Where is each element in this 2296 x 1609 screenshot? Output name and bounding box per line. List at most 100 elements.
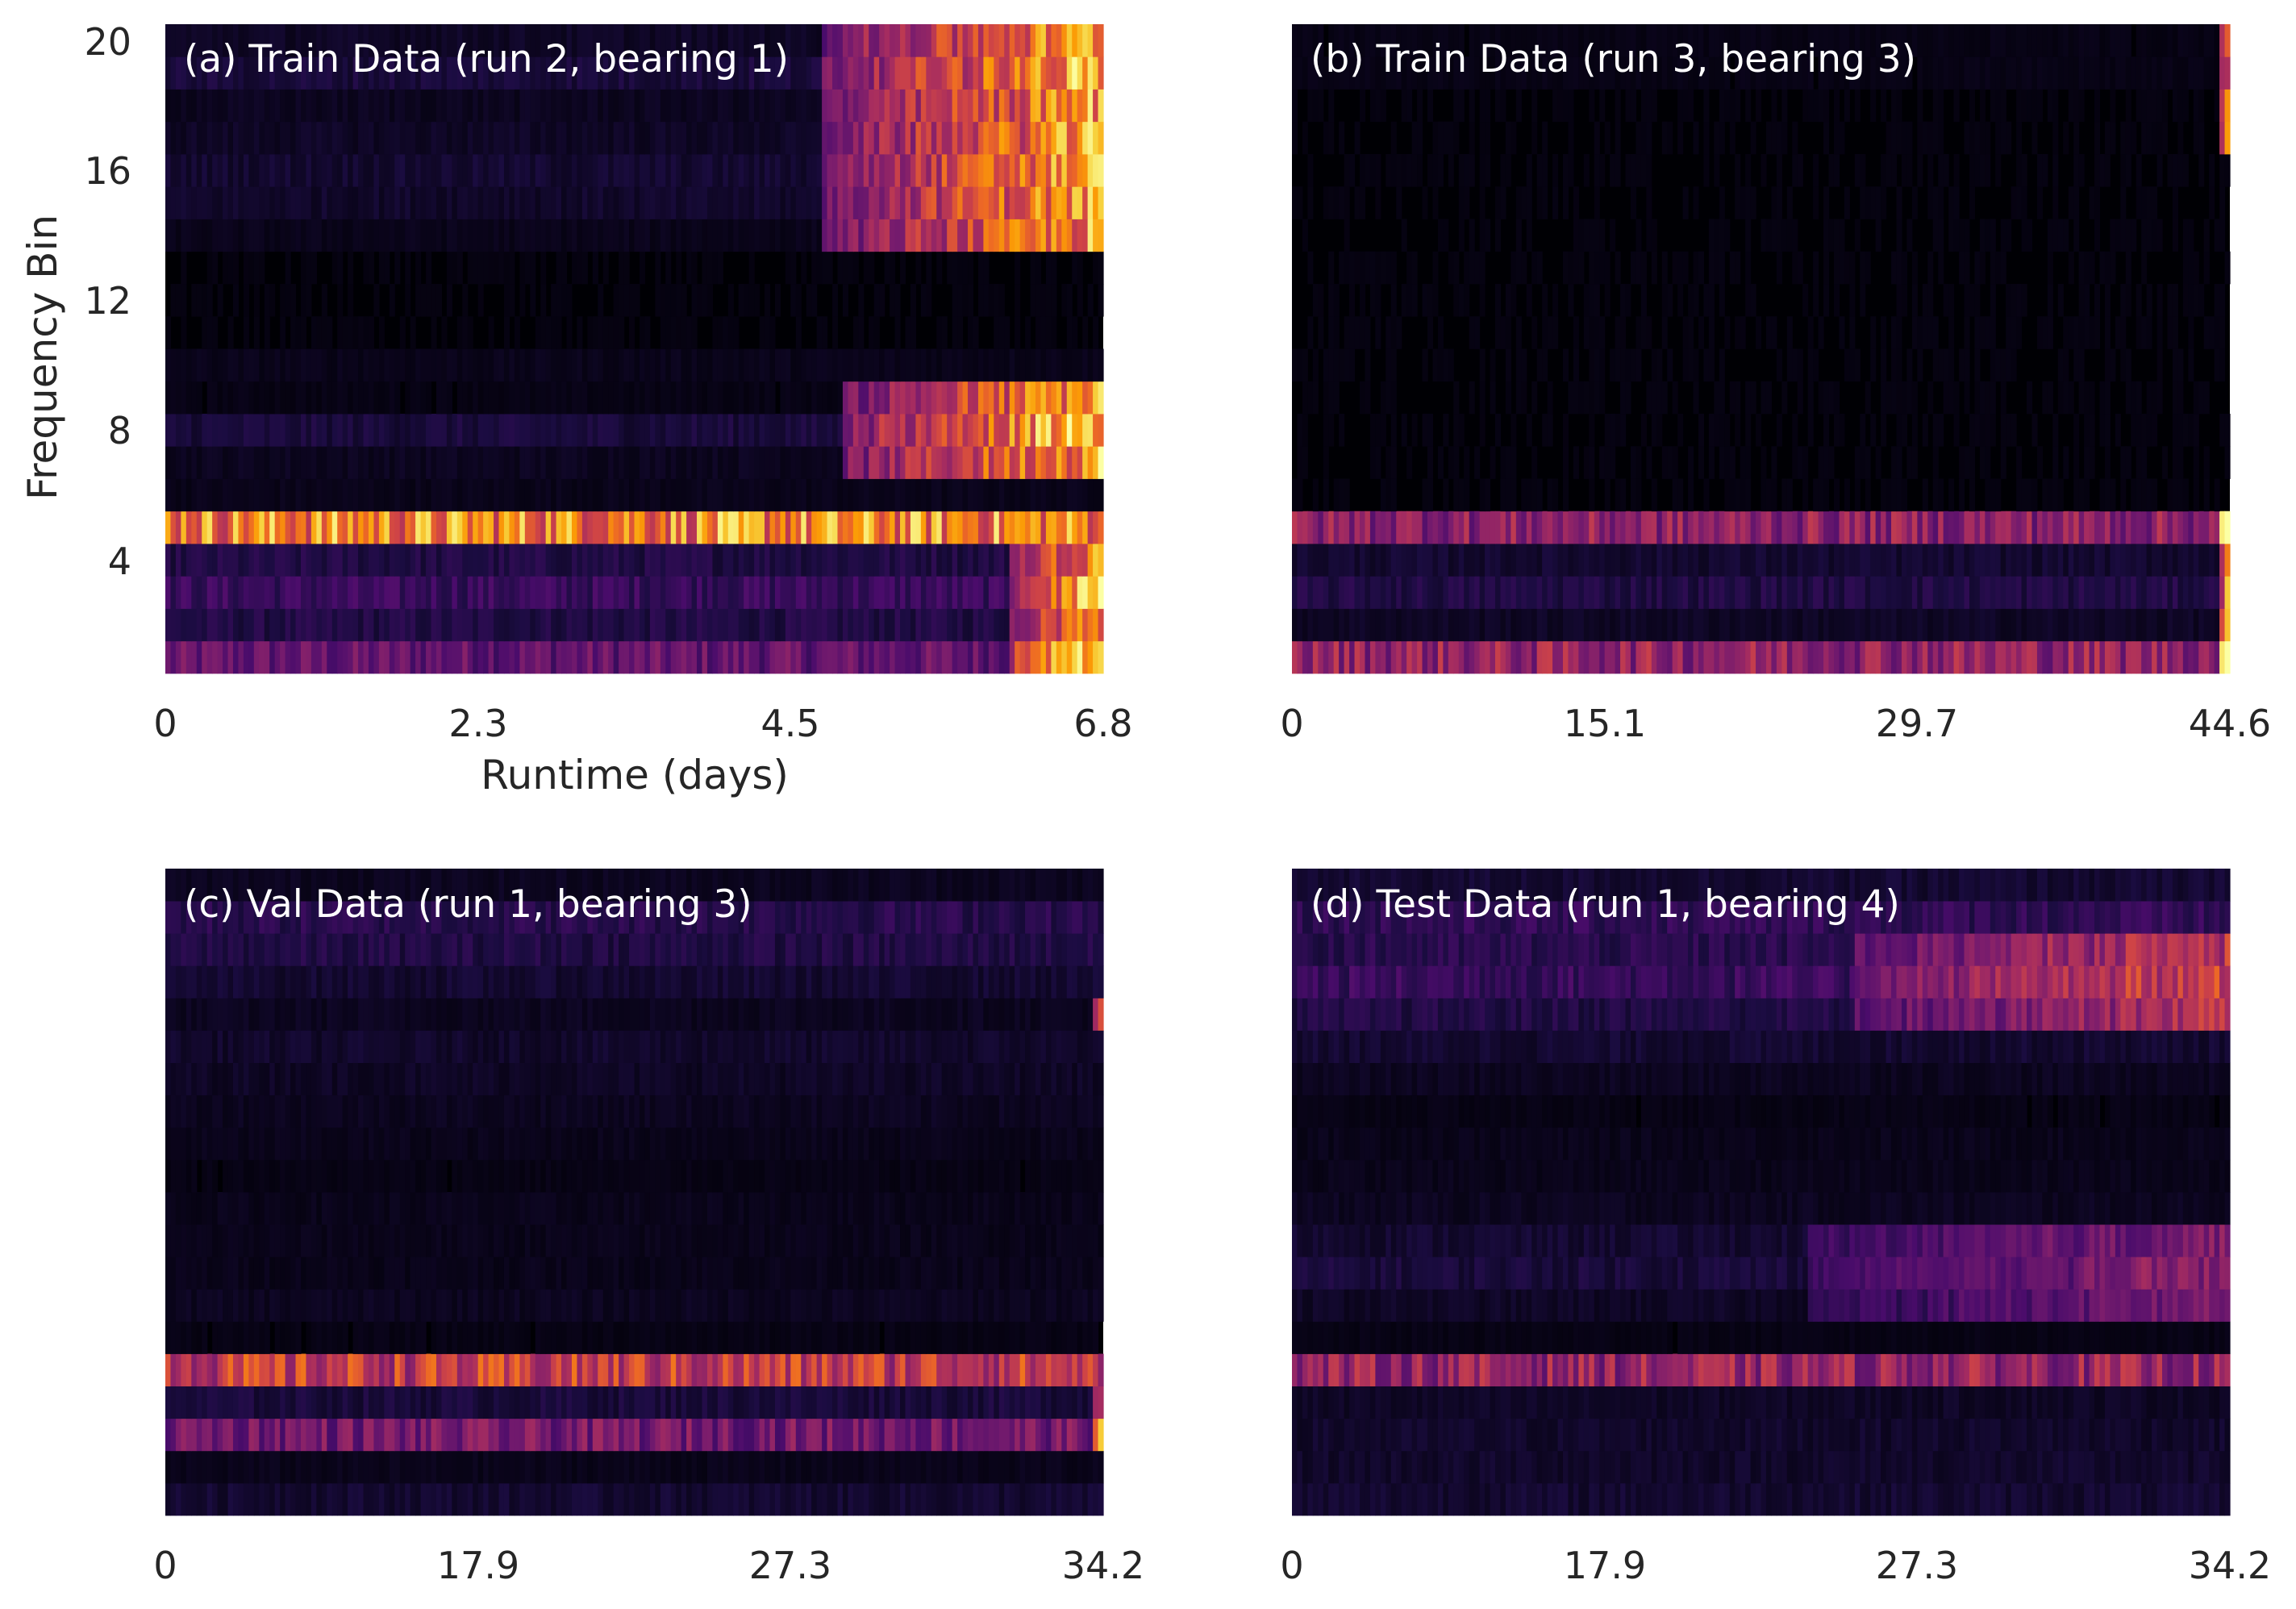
heatmap-cell [1604, 446, 1611, 479]
heatmap-cell [691, 56, 698, 90]
heatmap-cell [175, 121, 181, 155]
heatmap-cell [405, 89, 411, 123]
heatmap-cell [884, 251, 890, 285]
heatmap-cell [1009, 414, 1015, 447]
heatmap-cell [795, 576, 802, 609]
heatmap-cell [1072, 348, 1078, 382]
heatmap-cell [822, 121, 828, 155]
heatmap-cell [431, 348, 437, 382]
heatmap-cell [1515, 576, 1522, 609]
heatmap-cell [556, 186, 562, 219]
heatmap-cell [2084, 316, 2090, 349]
heatmap-cell [873, 640, 880, 674]
heatmap-cell [1056, 511, 1062, 544]
heatmap-cell [1035, 348, 1042, 382]
heatmap-cell [926, 186, 932, 219]
heatmap-cell [494, 24, 500, 57]
heatmap-cell [816, 89, 823, 123]
heatmap-cell [983, 24, 990, 57]
heatmap-cell [941, 316, 948, 349]
heatmap-cell [185, 348, 192, 382]
heatmap-cell [519, 608, 526, 642]
heatmap-cell [1045, 414, 1052, 447]
heatmap-cell [498, 478, 505, 512]
heatmap-cell [1045, 576, 1052, 609]
heatmap-cell [581, 186, 588, 219]
heatmap-cell [644, 576, 651, 609]
heatmap-cell [1979, 576, 1986, 609]
heatmap-cell [655, 446, 661, 479]
heatmap-cell [581, 56, 588, 90]
heatmap-cell [1051, 24, 1057, 57]
heatmap-cell [165, 544, 172, 577]
heatmap-cell [649, 478, 656, 512]
heatmap-cell [331, 219, 338, 252]
heatmap-cell [890, 284, 896, 317]
heatmap-cell [1729, 544, 1736, 577]
heatmap-cell [1526, 608, 1532, 642]
heatmap-cell [378, 219, 385, 252]
heatmap-cell [676, 576, 682, 609]
heatmap-cell [514, 608, 520, 642]
heatmap-cell [655, 544, 661, 577]
heatmap-cell [936, 24, 943, 57]
heatmap-cell [702, 544, 708, 577]
heatmap-cell [363, 414, 369, 447]
heatmap-cell [1708, 414, 1715, 447]
heatmap-cell [1640, 608, 1647, 642]
heatmap-cell [623, 640, 630, 674]
heatmap-cell [577, 544, 583, 577]
heatmap-cell [524, 121, 531, 155]
heatmap-cell [988, 89, 994, 123]
heatmap-cell [1901, 544, 1908, 577]
heatmap-cell [368, 348, 375, 382]
heatmap-cell [1974, 576, 1981, 609]
heatmap-cell [352, 219, 359, 252]
heatmap-cell [1056, 219, 1062, 252]
heatmap-cell [310, 348, 317, 382]
heatmap-cell [524, 186, 531, 219]
heatmap-cell [1312, 284, 1319, 317]
heatmap-cell [342, 348, 348, 382]
heatmap-cell [1881, 348, 1887, 382]
heatmap-cell [608, 640, 615, 674]
heatmap-cell [941, 511, 948, 544]
heatmap-cell [947, 544, 953, 577]
heatmap-cell [644, 316, 651, 349]
heatmap-cell [2110, 251, 2116, 285]
heatmap-cell [435, 446, 443, 479]
heatmap-cell [295, 446, 302, 479]
heatmap-cell [723, 316, 729, 349]
heatmap-cell [1677, 478, 1684, 512]
heatmap-cell [316, 219, 323, 252]
heatmap-cell [905, 121, 911, 155]
heatmap-cell [649, 381, 656, 415]
heatmap-cell [754, 154, 760, 187]
heatmap-cell [300, 219, 307, 252]
heatmap-cell [264, 219, 270, 252]
heatmap-cell [842, 608, 848, 642]
heatmap-cell [977, 154, 984, 187]
heatmap-cell [926, 608, 932, 642]
heatmap-cell [994, 608, 1000, 642]
heatmap-cell [1077, 186, 1083, 219]
heatmap-cell [227, 640, 234, 674]
heatmap-cell [1583, 284, 1590, 317]
heatmap-cell [1318, 640, 1324, 674]
heatmap-cell [462, 608, 469, 642]
heatmap-cell [1386, 446, 1392, 479]
heatmap-cell [456, 316, 463, 349]
heatmap-cell [1318, 544, 1324, 577]
heatmap-cell [1756, 414, 1762, 447]
heatmap-cell [540, 154, 547, 187]
heatmap-cell [1833, 284, 1840, 317]
heatmap-cell [879, 121, 885, 155]
heatmap-cell [530, 284, 536, 317]
heatmap-cell [1823, 446, 1830, 479]
heatmap-cell [712, 251, 719, 285]
heatmap-cell [702, 251, 708, 285]
heatmap-cell [1443, 544, 1449, 577]
heatmap-cell [441, 89, 448, 123]
heatmap-cell [1943, 544, 1949, 577]
heatmap-cell [358, 348, 365, 382]
